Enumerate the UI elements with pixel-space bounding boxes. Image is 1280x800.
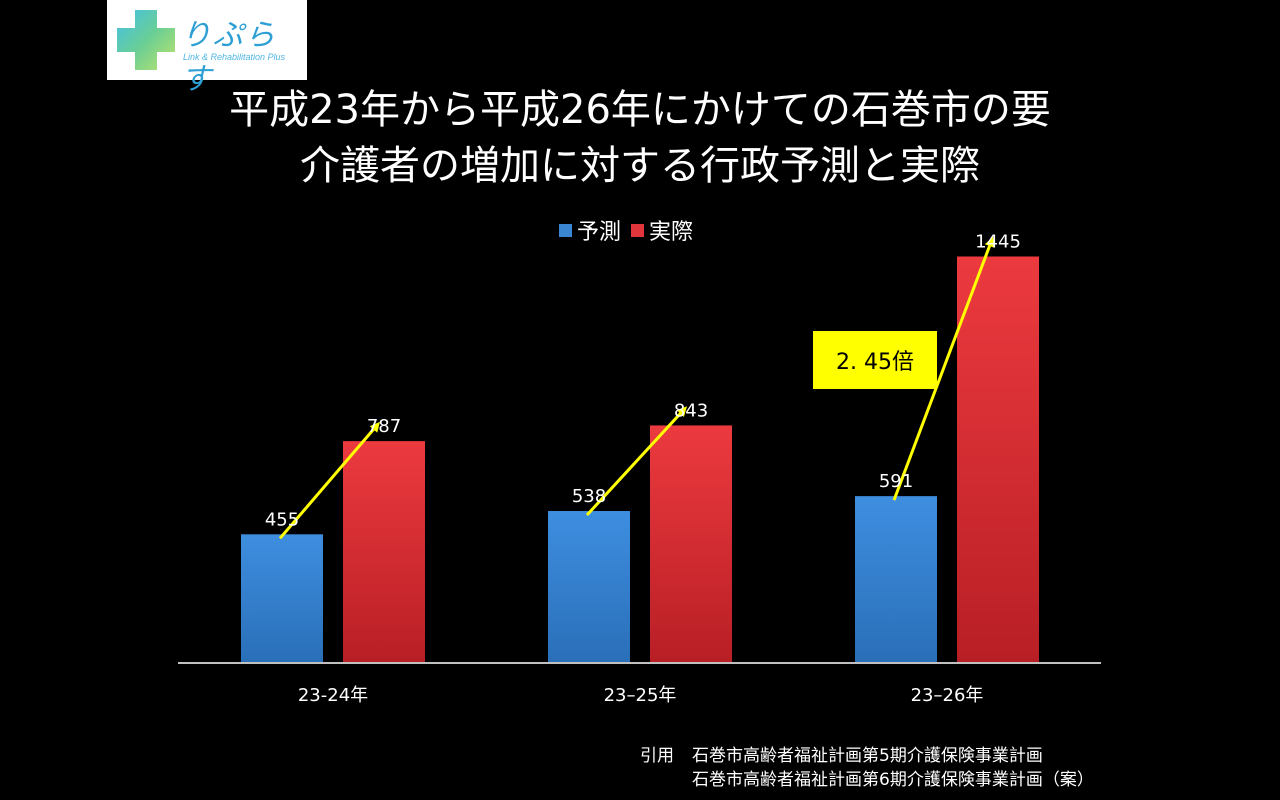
legend-item-forecast: 予測 (559, 214, 621, 246)
bar-actual-1 (343, 441, 425, 662)
increase-arrow-1 (278, 421, 380, 540)
legend-label-forecast: 予測 (577, 220, 622, 245)
source-line-1: 石巻市高齢者福祉計画第5期介護保険事業計画 (692, 746, 1043, 766)
legend-swatch-forecast (559, 223, 572, 237)
legend-label-actual: 実際 (649, 220, 694, 245)
title-line-1: 平成23年から平成26年にかけての石巻市の要 (229, 87, 1051, 133)
bar-forecast-2 (548, 511, 630, 662)
title-line-2: 介護者の増加に対する行政予測と実際 (300, 143, 980, 189)
x-tick-label-2: 23–25年 (604, 685, 677, 706)
slide-title: 平成23年から平成26年にかけての石巻市の要 介護者の増加に対する行政予測と実際 (0, 82, 1280, 194)
logo: りぷらす Link & Rehabilitation Plus (107, 0, 307, 97)
logo-subtitle: Link & Rehabilitation Plus (183, 52, 286, 62)
legend-item-actual: 実際 (631, 214, 693, 246)
data-label-actual-2: 843 (674, 400, 708, 421)
increase-arrow-2 (585, 406, 688, 517)
chart-legend: 予測 実際 (559, 214, 693, 246)
ratio-callout: 2. 45倍 (813, 331, 937, 389)
logo-name: りぷらす (181, 18, 277, 97)
x-tick-label-3: 23–26年 (911, 685, 984, 706)
data-label-forecast-2: 538 (572, 486, 606, 507)
bar-forecast-3 (855, 496, 937, 662)
legend-swatch-actual (631, 223, 645, 237)
bar-forecast-1 (241, 534, 323, 662)
bar-actual-2 (650, 425, 732, 662)
increase-arrow-3 (892, 236, 995, 501)
logo-cross-icon (117, 10, 175, 70)
source-label: 引用 (640, 746, 674, 766)
data-label-actual-1: 787 (367, 416, 401, 437)
data-label-actual-3: 1445 (975, 231, 1021, 252)
x-tick-label-1: 23-24年 (298, 685, 368, 706)
bar-actual-3 (957, 256, 1039, 662)
source-citation: 引用 石巻市高齢者福祉計画第5期介護保険事業計画 石巻市高齢者福祉計画第6期介護… (640, 744, 1094, 792)
data-label-forecast-1: 455 (265, 509, 299, 530)
source-line-2: 石巻市高齢者福祉計画第6期介護保険事業計画（案） (692, 770, 1094, 790)
data-label-forecast-3: 591 (879, 471, 913, 492)
